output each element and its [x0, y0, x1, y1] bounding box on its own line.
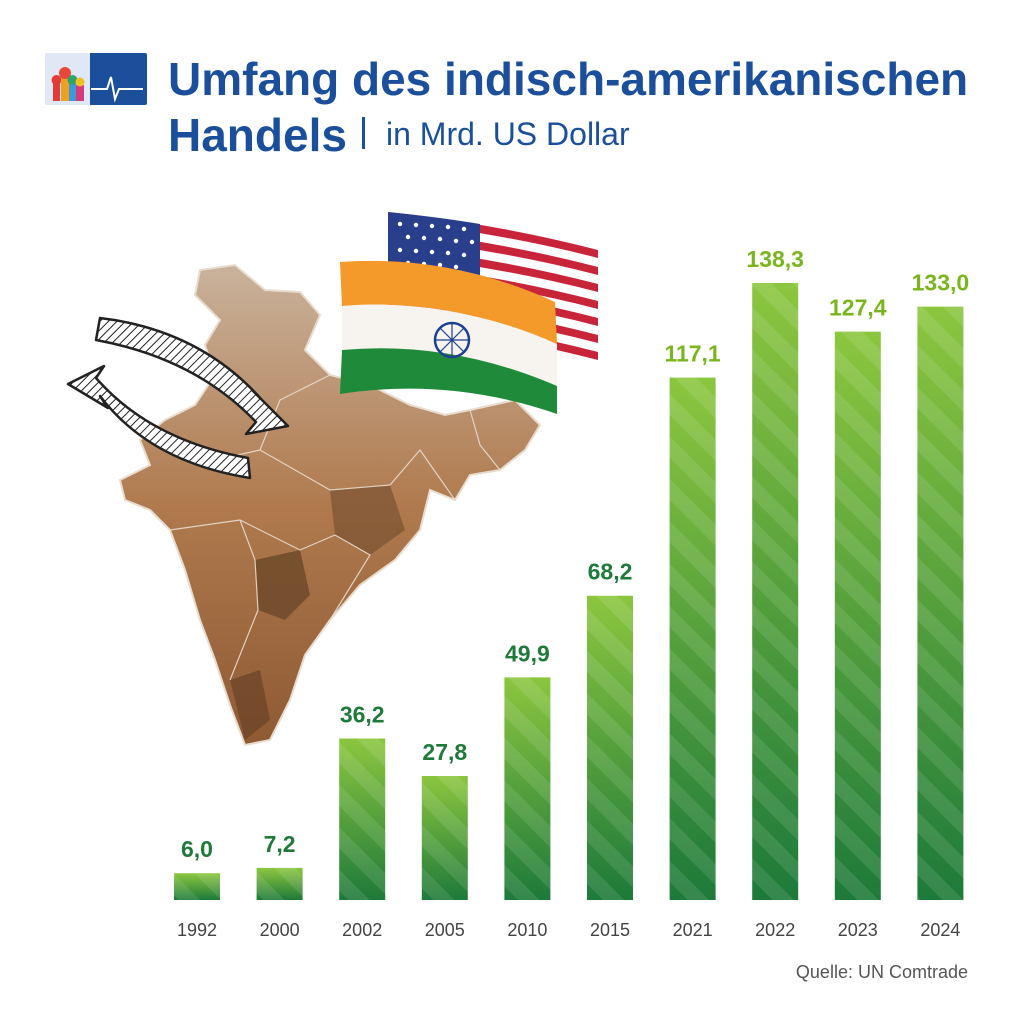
bar-stripes-2023 [834, 331, 881, 900]
illustration [66, 212, 600, 747]
x-tick-2002: 2002 [342, 920, 382, 940]
x-tick-2010: 2010 [507, 920, 547, 940]
chart-title-line2: Handels [168, 109, 347, 161]
x-tick-2005: 2005 [425, 920, 465, 940]
value-label-2000: 7,2 [264, 831, 296, 857]
x-tick-2023: 2023 [838, 920, 878, 940]
bar-stripes-2024 [917, 306, 964, 900]
bar-stripes-2000 [256, 867, 303, 900]
value-label-2005: 27,8 [422, 739, 467, 765]
bar-stripes-2021 [669, 377, 716, 900]
value-label-2015: 68,2 [588, 559, 633, 585]
x-axis-ticks: 1992 2000 2002 2005 2010 2015 2021 2022 2023 2024 [177, 920, 960, 940]
x-tick-2021: 2021 [673, 920, 713, 940]
trade-arrows-icon [66, 316, 290, 480]
value-label-2010: 49,9 [505, 640, 550, 666]
bar-stripes-2005 [421, 775, 468, 900]
value-labels-group: 6,0 7,2 36,2 27,8 49,9 68,2 117,1 138,3 127,4 133… [181, 246, 969, 862]
logo-icon [45, 53, 147, 105]
value-label-2002: 36,2 [340, 702, 385, 728]
bar-stripes-1992 [174, 873, 220, 900]
x-tick-1992: 1992 [177, 920, 217, 940]
india-flag-icon [340, 260, 557, 414]
value-label-1992: 6,0 [181, 836, 213, 862]
bar-stripes-2015 [587, 595, 633, 900]
x-tick-2024: 2024 [920, 920, 960, 940]
bars-group [174, 283, 964, 900]
source-note: Quelle: UN Comtrade [795, 962, 968, 982]
chart-title-line1: Umfang des indisch-amerikanischen [168, 53, 969, 105]
value-label-2023: 127,4 [829, 295, 887, 321]
chart-subtitle: in Mrd. US Dollar [386, 116, 630, 152]
bar-stripes-2002 [339, 738, 386, 900]
x-tick-2022: 2022 [755, 920, 795, 940]
bar-stripes-2022 [752, 283, 799, 900]
value-label-2021: 117,1 [664, 341, 720, 367]
x-tick-2000: 2000 [260, 920, 300, 940]
bar-stripes-2010 [504, 677, 551, 900]
value-label-2022: 138,3 [746, 246, 804, 272]
x-tick-2015: 2015 [590, 920, 630, 940]
title-separator [362, 117, 365, 149]
value-label-2024: 133,0 [912, 270, 970, 296]
